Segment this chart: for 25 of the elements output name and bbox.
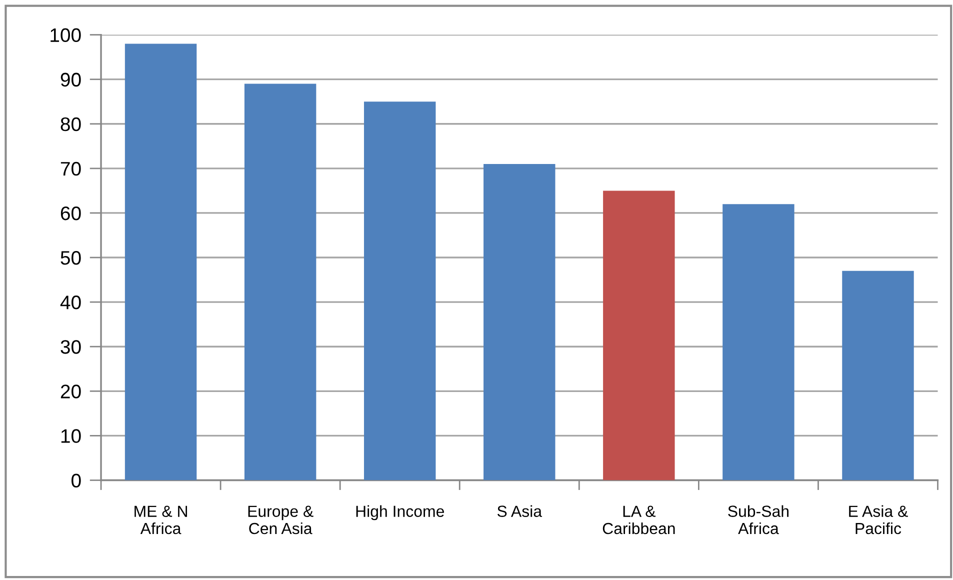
y-tick-label: 100 [50,28,81,42]
y-tick-label: 20 [60,384,81,398]
x-tick-label: Sub-Sah Africa [728,505,788,534]
x-tick-label: Europe & Cen Asia [248,506,314,534]
y-tick-label: 40 [60,296,81,310]
bar [244,84,316,480]
y-tick-label: 60 [60,206,81,220]
bar [842,270,914,480]
y-tick-label: 10 [61,429,81,443]
bar [722,204,794,480]
y-tick-label: 50 [60,250,81,265]
y-tick-label: 70 [60,162,81,176]
y-tick-label: 30 [60,340,81,354]
bar [484,164,556,480]
bar [124,44,197,480]
y-tick-label: 90 [60,72,81,87]
bar [364,102,436,480]
x-tick-label: LA & Caribbean [602,506,675,534]
y-tick-label: 0 [72,474,81,488]
x-tick-label: E Asia & Pacific [849,505,908,534]
x-tick-label: High Income [356,505,444,520]
bar [603,190,675,480]
x-tick-label: S Asia [497,505,542,517]
x-tick-label: ME & N Africa [134,506,187,534]
y-tick-label: 80 [60,117,81,132]
